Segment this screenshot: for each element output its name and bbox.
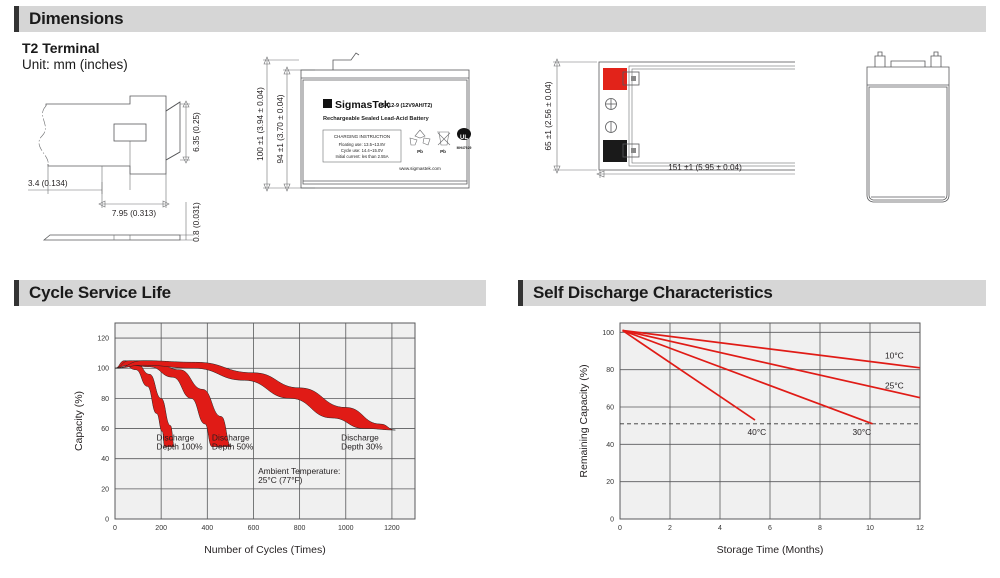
chart-gridlines bbox=[620, 323, 921, 519]
charging-line-1: Cycle use: 14.4~15.0V bbox=[341, 148, 383, 153]
unit-note: Unit: mm (inches) bbox=[22, 57, 128, 72]
svg-text:60: 60 bbox=[101, 426, 109, 433]
positive-terminal-block bbox=[603, 68, 627, 90]
t2-terminal-drawing: 6.35 (0.25) 3.4 (0.134) 7.95 (0.313) 0.8… bbox=[28, 95, 201, 242]
battery-website-label: www.sigmastek.com bbox=[399, 166, 441, 171]
chart-x-axis-ticks: 0 2 4 6 8 10 12 bbox=[618, 525, 924, 532]
negative-polarity-icon bbox=[605, 121, 617, 133]
section-title-self-discharge: Self Discharge Characteristics bbox=[533, 283, 773, 302]
battery-model-label: SP12-9 (12V9AH/T2) bbox=[381, 103, 432, 109]
svg-text:120: 120 bbox=[97, 336, 109, 343]
cycle-y-axis-title: Capacity (%) bbox=[73, 391, 85, 451]
negative-terminal-block bbox=[603, 140, 627, 162]
svg-text:800: 800 bbox=[294, 525, 306, 532]
section-header-self-discharge: Self Discharge Characteristics bbox=[518, 280, 986, 306]
svg-text:20: 20 bbox=[101, 486, 109, 493]
svg-text:12: 12 bbox=[916, 525, 924, 532]
svg-text:0: 0 bbox=[113, 525, 117, 532]
battery-side-view-drawing bbox=[866, 51, 950, 203]
svg-text:0: 0 bbox=[105, 517, 109, 524]
dim-top-depth: 65 ±1 (2.56 ± 0.04) bbox=[544, 81, 553, 150]
charging-line-0: Floating use: 13.5~13.8V bbox=[339, 142, 386, 147]
chart-data-lines bbox=[622, 329, 921, 425]
svg-text:1000: 1000 bbox=[338, 525, 354, 532]
svg-text:8: 8 bbox=[818, 525, 822, 532]
ul-mark-caption: MH47929 bbox=[457, 146, 472, 150]
chart-y-axis-ticks: 0 20 40 60 80 100 bbox=[602, 330, 614, 524]
svg-text:25°C (77°F): 25°C (77°F) bbox=[258, 475, 303, 485]
no-trash-icon-caption: Pb bbox=[440, 149, 446, 154]
svg-text:400: 400 bbox=[201, 525, 213, 532]
battery-brand-label: SigmasTek bbox=[335, 99, 390, 111]
charging-line-2: Initial current: les than 2.55A bbox=[335, 154, 388, 159]
svg-text:UL: UL bbox=[460, 135, 468, 141]
svg-text:6: 6 bbox=[768, 525, 772, 532]
svg-text:Ambient Temperature:: Ambient Temperature: bbox=[258, 466, 340, 476]
svg-text:25°C: 25°C bbox=[885, 380, 904, 390]
svg-text:Discharge: Discharge bbox=[212, 433, 250, 443]
svg-text:80: 80 bbox=[606, 367, 614, 374]
svg-text:Discharge: Discharge bbox=[157, 433, 195, 443]
svg-text:10: 10 bbox=[866, 525, 874, 532]
svg-text:40: 40 bbox=[101, 456, 109, 463]
svg-text:80: 80 bbox=[101, 396, 109, 403]
cycle-x-axis-title: Number of Cycles (Times) bbox=[204, 544, 326, 556]
dim-terminal-width: 7.95 (0.313) bbox=[112, 209, 156, 218]
recycle-icon-caption: Pb bbox=[417, 149, 423, 154]
dim-terminal-thickness: 0.8 (0.031) bbox=[192, 202, 201, 242]
svg-text:30°C: 30°C bbox=[853, 427, 872, 437]
dim-front-overall-height: 100 ±1 (3.94 ± 0.04) bbox=[256, 87, 265, 161]
svg-text:Depth 30%: Depth 30% bbox=[341, 442, 383, 452]
section-header-cycle-service-life: Cycle Service Life bbox=[14, 280, 486, 306]
svg-text:100: 100 bbox=[602, 330, 614, 337]
svg-text:Depth 100%: Depth 100% bbox=[157, 442, 204, 452]
svg-text:100: 100 bbox=[97, 366, 109, 373]
dim-front-case-height: 94 ±1 (3.70 ± 0.04) bbox=[276, 94, 285, 163]
svg-text:1200: 1200 bbox=[384, 525, 400, 532]
svg-text:0: 0 bbox=[618, 525, 622, 532]
svg-text:20: 20 bbox=[606, 479, 614, 486]
svg-text:60: 60 bbox=[606, 405, 614, 412]
chart-series-labels: 10°C 25°C 30°C 40°C bbox=[748, 350, 904, 437]
self-x-axis-title: Storage Time (Months) bbox=[717, 544, 824, 556]
battery-type-label: Rechargeable Sealed Lead-Acid Battery bbox=[323, 116, 430, 122]
battery-top-view-drawing: 65 ±1 (2.56 ± 0.04) 151 ±1 (5.95 ± 0.04) bbox=[544, 58, 795, 178]
svg-text:4: 4 bbox=[718, 525, 722, 532]
svg-text:Depth 50%: Depth 50% bbox=[212, 442, 254, 452]
dim-terminal-offset: 3.4 (0.134) bbox=[28, 179, 68, 188]
positive-polarity-icon bbox=[605, 98, 617, 110]
battery-front-view-drawing: 100 ±1 (3.94 ± 0.04) 94 ±1 (3.70 ± 0.04)… bbox=[256, 52, 472, 192]
terminal-type-title: T2 Terminal bbox=[22, 40, 100, 56]
chart-x-axis-ticks: 0 200 400 600 800 1000 1200 bbox=[113, 525, 400, 532]
self-y-axis-title: Remaining Capacity (%) bbox=[578, 364, 590, 477]
recycle-pb-icon bbox=[409, 129, 431, 146]
svg-text:0: 0 bbox=[610, 517, 614, 524]
charging-instruction-title: CHARGING INSTRUCTION bbox=[334, 134, 390, 139]
no-trash-pb-icon bbox=[437, 131, 451, 146]
svg-text:2: 2 bbox=[668, 525, 672, 532]
section-header-dimensions: Dimensions bbox=[14, 6, 986, 32]
section-title-cycle: Cycle Service Life bbox=[29, 283, 171, 302]
svg-text:40°C: 40°C bbox=[748, 427, 767, 437]
svg-text:600: 600 bbox=[248, 525, 260, 532]
chart-y-axis-ticks: 0 20 40 60 80 100 120 bbox=[97, 336, 109, 524]
brand-mark-icon bbox=[323, 99, 332, 108]
dim-top-length: 151 ±1 (5.95 ± 0.04) bbox=[668, 163, 742, 172]
ul-mark-icon: UL bbox=[457, 128, 471, 141]
cycle-service-life-chart: 0 200 400 600 800 1000 1200 0 20 40 60 80 100 120 Di… bbox=[73, 322, 416, 556]
section-title-dimensions: Dimensions bbox=[29, 9, 124, 28]
dim-terminal-height: 6.35 (0.25) bbox=[192, 112, 201, 152]
svg-text:40: 40 bbox=[606, 442, 614, 449]
svg-text:10°C: 10°C bbox=[885, 350, 904, 360]
svg-text:200: 200 bbox=[155, 525, 167, 532]
svg-text:Discharge: Discharge bbox=[341, 433, 379, 443]
chart-data-bands bbox=[114, 360, 396, 447]
